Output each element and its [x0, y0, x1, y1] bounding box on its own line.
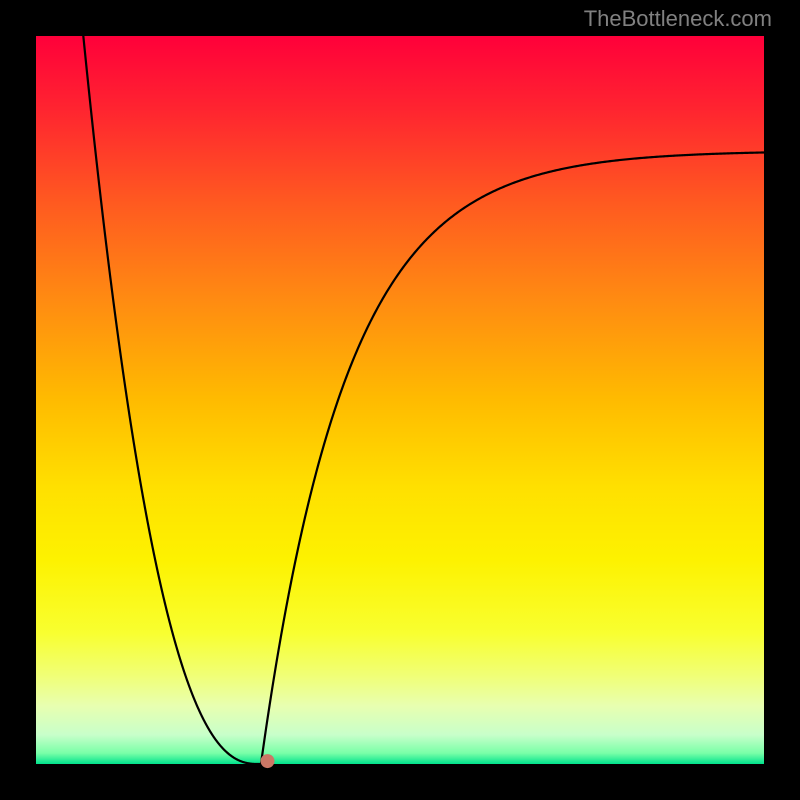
optimal-point-marker: [261, 754, 275, 768]
watermark-text: TheBottleneck.com: [584, 6, 772, 32]
plot-area: [36, 36, 764, 764]
bottleneck-chart: [0, 0, 800, 800]
chart-container: TheBottleneck.com: [0, 0, 800, 800]
